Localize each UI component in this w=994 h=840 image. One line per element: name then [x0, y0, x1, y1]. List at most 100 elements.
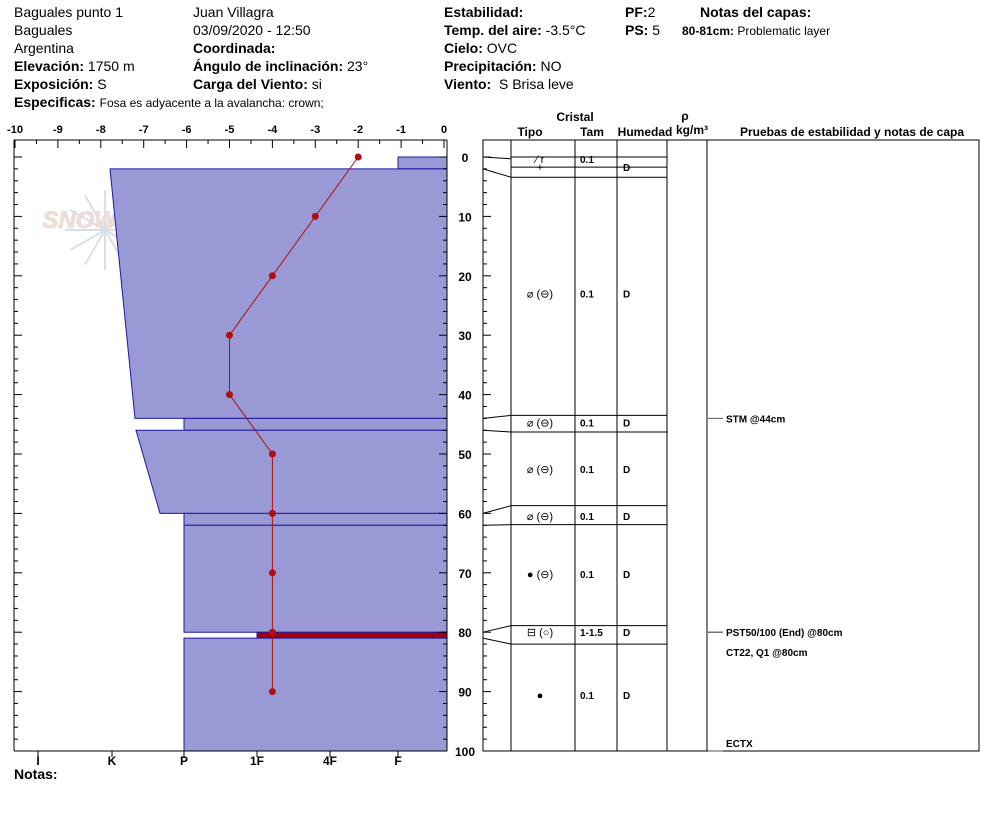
location-name: Baguales punto 1 [14, 4, 123, 20]
sky: Cielo: OVC [444, 39, 517, 57]
crystal-size: 0.1 [580, 691, 594, 702]
precip-label: Precipitación: [444, 58, 537, 74]
crystal-size: 1-1.5 [580, 628, 603, 639]
type-header: Tipo [517, 125, 542, 139]
moisture-value: D [623, 163, 630, 174]
notes: Notas: [14, 765, 58, 783]
temp-tick-label: -7 [139, 124, 149, 136]
layer-note-text: Problematic layer [737, 24, 831, 38]
density-symbol: ρ [681, 109, 688, 123]
moisture-value: D [623, 628, 630, 639]
pf-label: PF: [625, 4, 648, 20]
wind-value: S Brisa leve [498, 76, 574, 92]
pf: PF:2 [625, 3, 655, 21]
specifics-label: Especificas: [14, 94, 96, 110]
depth-label: 70 [458, 567, 472, 581]
ps: PS: 5 [625, 21, 660, 39]
tests-header: Pruebas de estabilidad y notas de capa [740, 125, 964, 139]
layer-note-range: 80-81cm: [682, 24, 735, 38]
temperature-point [268, 628, 276, 636]
hardness-label: K [108, 754, 117, 768]
stability-test: STM @44cm [726, 414, 785, 425]
temperature-point [226, 391, 233, 399]
density-unit: kg/m³ [676, 123, 708, 137]
layer-table-frame [482, 139, 980, 752]
crystal-size: 0.1 [580, 155, 594, 166]
layer-connector [482, 156, 512, 160]
precip-value: NO [540, 58, 562, 74]
specifics-value: Fosa es adyacente a la avalancha: crown; [99, 96, 324, 110]
temp-tick-label: -6 [182, 124, 192, 136]
crystal-size: 0.1 [580, 419, 594, 430]
crystal-size: 0.1 [580, 512, 594, 523]
slope-value: 23° [347, 58, 369, 74]
hardness-bar [109, 168, 448, 419]
crystal-size: 0.1 [580, 465, 594, 476]
wind-load-value: si [311, 76, 322, 92]
depth-label: 30 [458, 329, 472, 343]
observer-name: Juan Villagra [193, 4, 274, 20]
layer-connector [482, 637, 512, 645]
pf-value: 2 [647, 4, 656, 20]
temp-tick-label: 0 [441, 124, 447, 136]
hardness-bar [183, 417, 448, 431]
temperature-point [268, 688, 276, 696]
depth-label: 100 [455, 745, 475, 759]
hardness-bar [397, 156, 448, 170]
stability-test: PST50/100 (End) @80cm [726, 628, 843, 639]
layer-connector [482, 414, 512, 419]
hardness-label: 1F [250, 754, 264, 768]
hardness-label: F [394, 754, 401, 768]
temp-tick-label: -4 [268, 124, 279, 136]
layer-notes-title: Notas del capas: [700, 4, 812, 20]
crystal-type: ⁄ r [533, 154, 545, 166]
temp-tick-label: -10 [7, 124, 23, 136]
temperature-point [268, 450, 276, 458]
temp-tick-label: -2 [353, 124, 363, 136]
temperature-line [229, 156, 359, 692]
crystal-type: ⊟ (○) [527, 627, 553, 639]
depth-label: 90 [458, 686, 472, 700]
stability: Estabilidad: [444, 3, 523, 21]
crystal-type: ● (⊖) [527, 569, 553, 581]
slope-angle: Ángulo de inclinación: 23° [193, 57, 368, 75]
temp-tick-label: -3 [310, 124, 320, 136]
hardness-bar [183, 637, 448, 752]
layer-note: 80-81cm: Problematic layer [682, 22, 830, 40]
crystal-header: Cristal [556, 110, 593, 124]
wind-load: Carga del Viento: si [193, 75, 322, 93]
temperature-point [226, 331, 233, 339]
hardness-label: I [36, 754, 39, 768]
crystal-type: ⌀ (⊖) [527, 511, 553, 523]
size-header: Tam [580, 125, 604, 139]
moisture-value: D [623, 465, 630, 476]
crystal-type: ● [537, 690, 544, 702]
country-name: Argentina [14, 40, 74, 56]
precipitation: Precipitación: NO [444, 57, 561, 75]
moisture-value: D [623, 290, 630, 301]
elevation-value: 1750 m [87, 58, 135, 74]
layer-connector [482, 524, 512, 526]
slope-label: Ángulo de inclinación: [193, 58, 344, 74]
moisture-value: D [623, 691, 630, 702]
crystal-type: ⌀ (⊖) [527, 464, 553, 476]
crystal-type: ⌀ (⊖) [527, 418, 553, 430]
notes-label: Notas: [14, 766, 58, 782]
crystal-type: ⌀ (⊖) [527, 289, 553, 301]
aspect: Exposición: S [14, 75, 107, 93]
moisture-header: Humedad [618, 125, 673, 139]
depth-label: 40 [458, 389, 472, 403]
temp-tick-label: -1 [396, 124, 406, 136]
layer-connector [482, 505, 512, 514]
hardness-bar [183, 524, 448, 633]
crystal-type: + [537, 162, 543, 174]
region-name: Baguales [14, 22, 73, 38]
depth-label: 80 [458, 626, 472, 640]
layer-connector [482, 625, 512, 633]
air-temp-value: -3.5°C [545, 22, 586, 38]
coordinates-label: Coordinada: [193, 40, 276, 56]
moisture-value: D [623, 570, 630, 581]
temperature-point [311, 212, 319, 220]
stability-test: CT22, Q1 @80cm [726, 648, 808, 659]
